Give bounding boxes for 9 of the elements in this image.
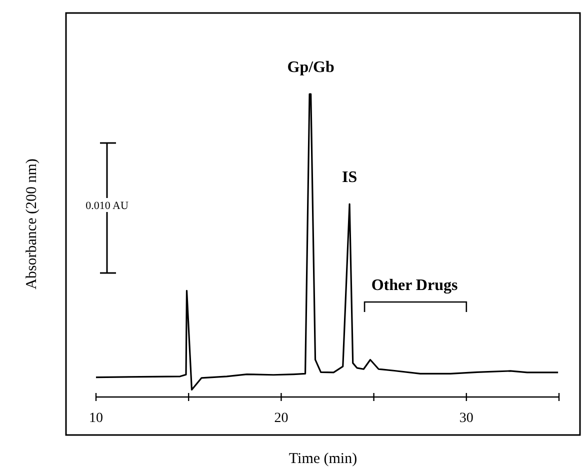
annotation: IS <box>342 168 358 186</box>
x-tick-label: 10 <box>89 411 103 426</box>
x-tick-label: 30 <box>459 411 474 426</box>
x-tick-label: 20 <box>274 411 288 426</box>
y-axis-title: Absorbance (200 nm) <box>24 158 40 290</box>
annotation: Gp/Gb <box>287 59 334 76</box>
annotation: Other Drugs <box>371 277 458 294</box>
x-axis-title: Time (min) <box>288 451 358 467</box>
annotation: 0.010 AU <box>86 200 128 212</box>
